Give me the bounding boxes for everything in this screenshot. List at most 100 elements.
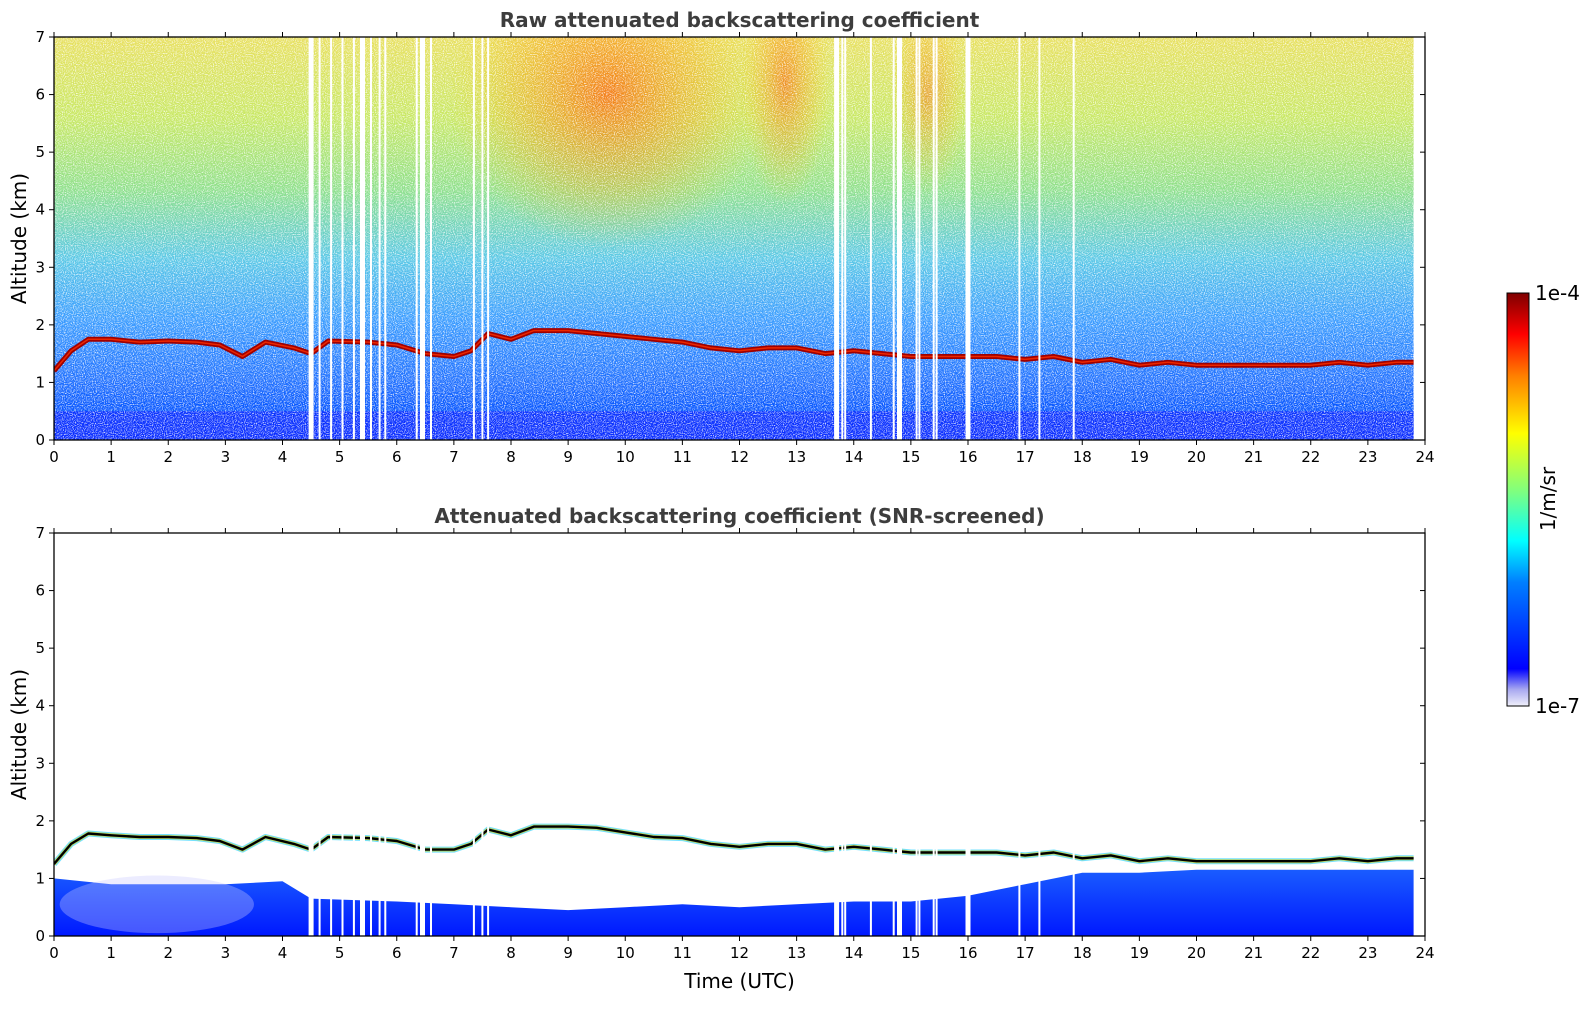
missing-data-gap xyxy=(360,533,365,936)
y-tick-label: 4 xyxy=(35,201,45,219)
missing-data-gap xyxy=(892,37,895,440)
x-tick-label: 18 xyxy=(1073,944,1092,962)
missing-data-gap xyxy=(897,37,902,440)
snr-screened-panel: 0 1 2 3 4 5 6 7 8 9 10 11 12 13 14 15 16 17 18 19 20 21 22 23 24… xyxy=(7,504,1435,993)
missing-data-gap xyxy=(378,37,381,440)
x-tick-label: 24 xyxy=(1415,448,1434,466)
missing-data-gap xyxy=(965,37,971,440)
x-tick-label: 18 xyxy=(1073,448,1092,466)
x-tick-label: 19 xyxy=(1130,944,1149,962)
snr-panel-title: Attenuated backscattering coefficient (S… xyxy=(434,504,1044,528)
missing-data-gap xyxy=(415,533,418,936)
colorbar-unit-label: 1/m/sr xyxy=(1536,466,1560,531)
x-tick-label: 9 xyxy=(563,448,573,466)
x-tick-label: 5 xyxy=(335,944,345,962)
snr-y-axis-label: Altitude (km) xyxy=(7,669,31,800)
missing-data-gap xyxy=(834,533,840,936)
snr-heatmap-area xyxy=(54,533,1414,936)
missing-data-gap xyxy=(430,533,432,936)
x-tick-label: 13 xyxy=(787,448,806,466)
x-tick-label: 10 xyxy=(616,944,635,962)
missing-data-gap xyxy=(308,37,314,440)
x-tick-label: 13 xyxy=(787,944,806,962)
missing-data-gap xyxy=(472,37,475,440)
missing-data-gap xyxy=(869,37,872,440)
y-tick-label: 1 xyxy=(35,373,45,391)
missing-data-gap xyxy=(841,533,844,936)
missing-data-gap xyxy=(352,37,355,440)
y-tick-label: 5 xyxy=(35,639,45,657)
missing-data-gap xyxy=(318,37,321,440)
y-tick-label: 6 xyxy=(35,582,45,600)
missing-data-gap xyxy=(318,533,321,936)
x-tick-label: 20 xyxy=(1187,944,1206,962)
x-tick-label: 16 xyxy=(958,448,977,466)
raw-speckle-noise xyxy=(54,37,1414,440)
missing-data-gap xyxy=(384,37,387,440)
x-tick-label: 4 xyxy=(278,448,288,466)
x-tick-label: 3 xyxy=(221,944,231,962)
missing-data-gap xyxy=(1018,533,1021,936)
y-tick-label: 7 xyxy=(35,524,45,542)
x-tick-label: 6 xyxy=(392,944,402,962)
missing-data-gap xyxy=(844,37,847,440)
x-tick-label: 22 xyxy=(1301,448,1320,466)
missing-data-gap xyxy=(869,533,872,936)
raw-panel-title: Raw attenuated backscattering coefficien… xyxy=(500,8,980,32)
missing-data-gap xyxy=(892,533,895,936)
x-tick-label: 23 xyxy=(1358,448,1377,466)
missing-data-gap xyxy=(1072,533,1075,936)
x-tick-label: 8 xyxy=(506,944,516,962)
x-axis-label: Time (UTC) xyxy=(683,969,795,993)
x-tick-label: 16 xyxy=(958,944,977,962)
missing-data-gap xyxy=(308,533,314,936)
y-tick-label: 4 xyxy=(35,697,45,715)
raw-backscatter-panel: 0 1 2 3 4 5 6 7 8 9 10 11 12 13 14 15 16 17 18 19 20 21 22 23 24… xyxy=(7,8,1435,466)
x-tick-label: 11 xyxy=(673,448,692,466)
x-tick-label: 9 xyxy=(563,944,573,962)
snr-cloud-layer xyxy=(54,825,1414,865)
x-tick-label: 6 xyxy=(392,448,402,466)
x-tick-label: 14 xyxy=(844,944,863,962)
raw-y-axis-label: Altitude (km) xyxy=(7,173,31,304)
colorbar: 1e-4 1e-7 1/m/sr xyxy=(1506,281,1580,718)
x-tick-label: 10 xyxy=(616,448,635,466)
colorbar-max-label: 1e-4 xyxy=(1535,281,1580,305)
x-tick-label: 15 xyxy=(901,448,920,466)
x-tick-label: 4 xyxy=(278,944,288,962)
raw-axis-ticks: 0 1 2 3 4 5 6 7 8 9 10 11 12 13 14 15 16 17 18 19 20 21 22 23 24… xyxy=(35,28,1434,466)
x-tick-label: 19 xyxy=(1130,448,1149,466)
y-tick-label: 7 xyxy=(35,28,45,46)
missing-data-gap xyxy=(965,533,971,936)
missing-data-gap xyxy=(1038,533,1041,936)
snr-axis-ticks: 0 1 2 3 4 5 6 7 8 9 10 11 12 13 14 15 16 17 18 19 20 21 22 23 24… xyxy=(35,524,1434,962)
x-tick-label: 12 xyxy=(730,448,749,466)
missing-data-gap xyxy=(932,37,935,440)
x-tick-label: 5 xyxy=(335,448,345,466)
y-tick-label: 2 xyxy=(35,812,45,830)
missing-data-gap xyxy=(360,37,365,440)
missing-data-gap xyxy=(935,37,938,440)
missing-data-gap xyxy=(915,533,918,936)
y-tick-label: 0 xyxy=(35,927,45,945)
y-tick-label: 3 xyxy=(35,754,45,772)
x-tick-label: 2 xyxy=(163,448,173,466)
missing-data-gap xyxy=(415,37,418,440)
missing-data-gap xyxy=(844,533,847,936)
y-tick-label: 6 xyxy=(35,86,45,104)
y-tick-label: 1 xyxy=(35,869,45,887)
x-tick-label: 14 xyxy=(844,448,863,466)
missing-data-gap xyxy=(481,37,484,440)
x-tick-label: 21 xyxy=(1244,944,1263,962)
x-tick-label: 21 xyxy=(1244,448,1263,466)
y-tick-label: 0 xyxy=(35,431,45,449)
snr-boundary-layer xyxy=(54,869,1414,936)
missing-data-gap xyxy=(918,533,921,936)
missing-data-gap xyxy=(915,37,918,440)
x-tick-label: 24 xyxy=(1415,944,1434,962)
x-tick-label: 0 xyxy=(49,944,59,962)
missing-data-gap xyxy=(352,533,355,936)
missing-data-gap xyxy=(472,533,475,936)
missing-data-gap xyxy=(487,533,490,936)
raw-cloud-layer-edge xyxy=(54,329,1414,372)
